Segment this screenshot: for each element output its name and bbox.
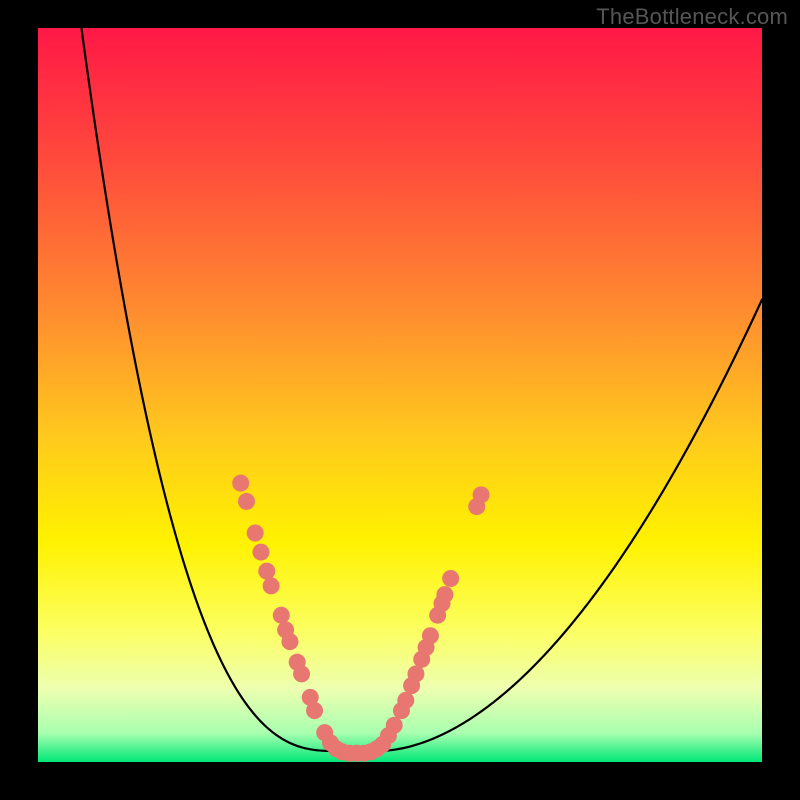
data-marker	[293, 665, 310, 682]
watermark-text: TheBottleneck.com	[596, 4, 788, 30]
data-marker	[252, 544, 269, 561]
chart-plot	[0, 0, 800, 800]
gradient-background	[38, 28, 762, 762]
data-marker	[273, 607, 290, 624]
data-marker	[386, 717, 403, 734]
data-marker	[281, 633, 298, 650]
data-marker	[442, 570, 459, 587]
data-marker	[436, 586, 453, 603]
data-marker	[397, 692, 414, 709]
data-marker	[238, 493, 255, 510]
data-marker	[247, 524, 264, 541]
data-marker	[306, 702, 323, 719]
data-marker	[258, 563, 275, 580]
figure-root: TheBottleneck.com	[0, 0, 800, 800]
data-marker	[407, 665, 424, 682]
data-marker	[422, 627, 439, 644]
data-marker	[232, 475, 249, 492]
data-marker	[263, 577, 280, 594]
data-marker	[473, 486, 490, 503]
